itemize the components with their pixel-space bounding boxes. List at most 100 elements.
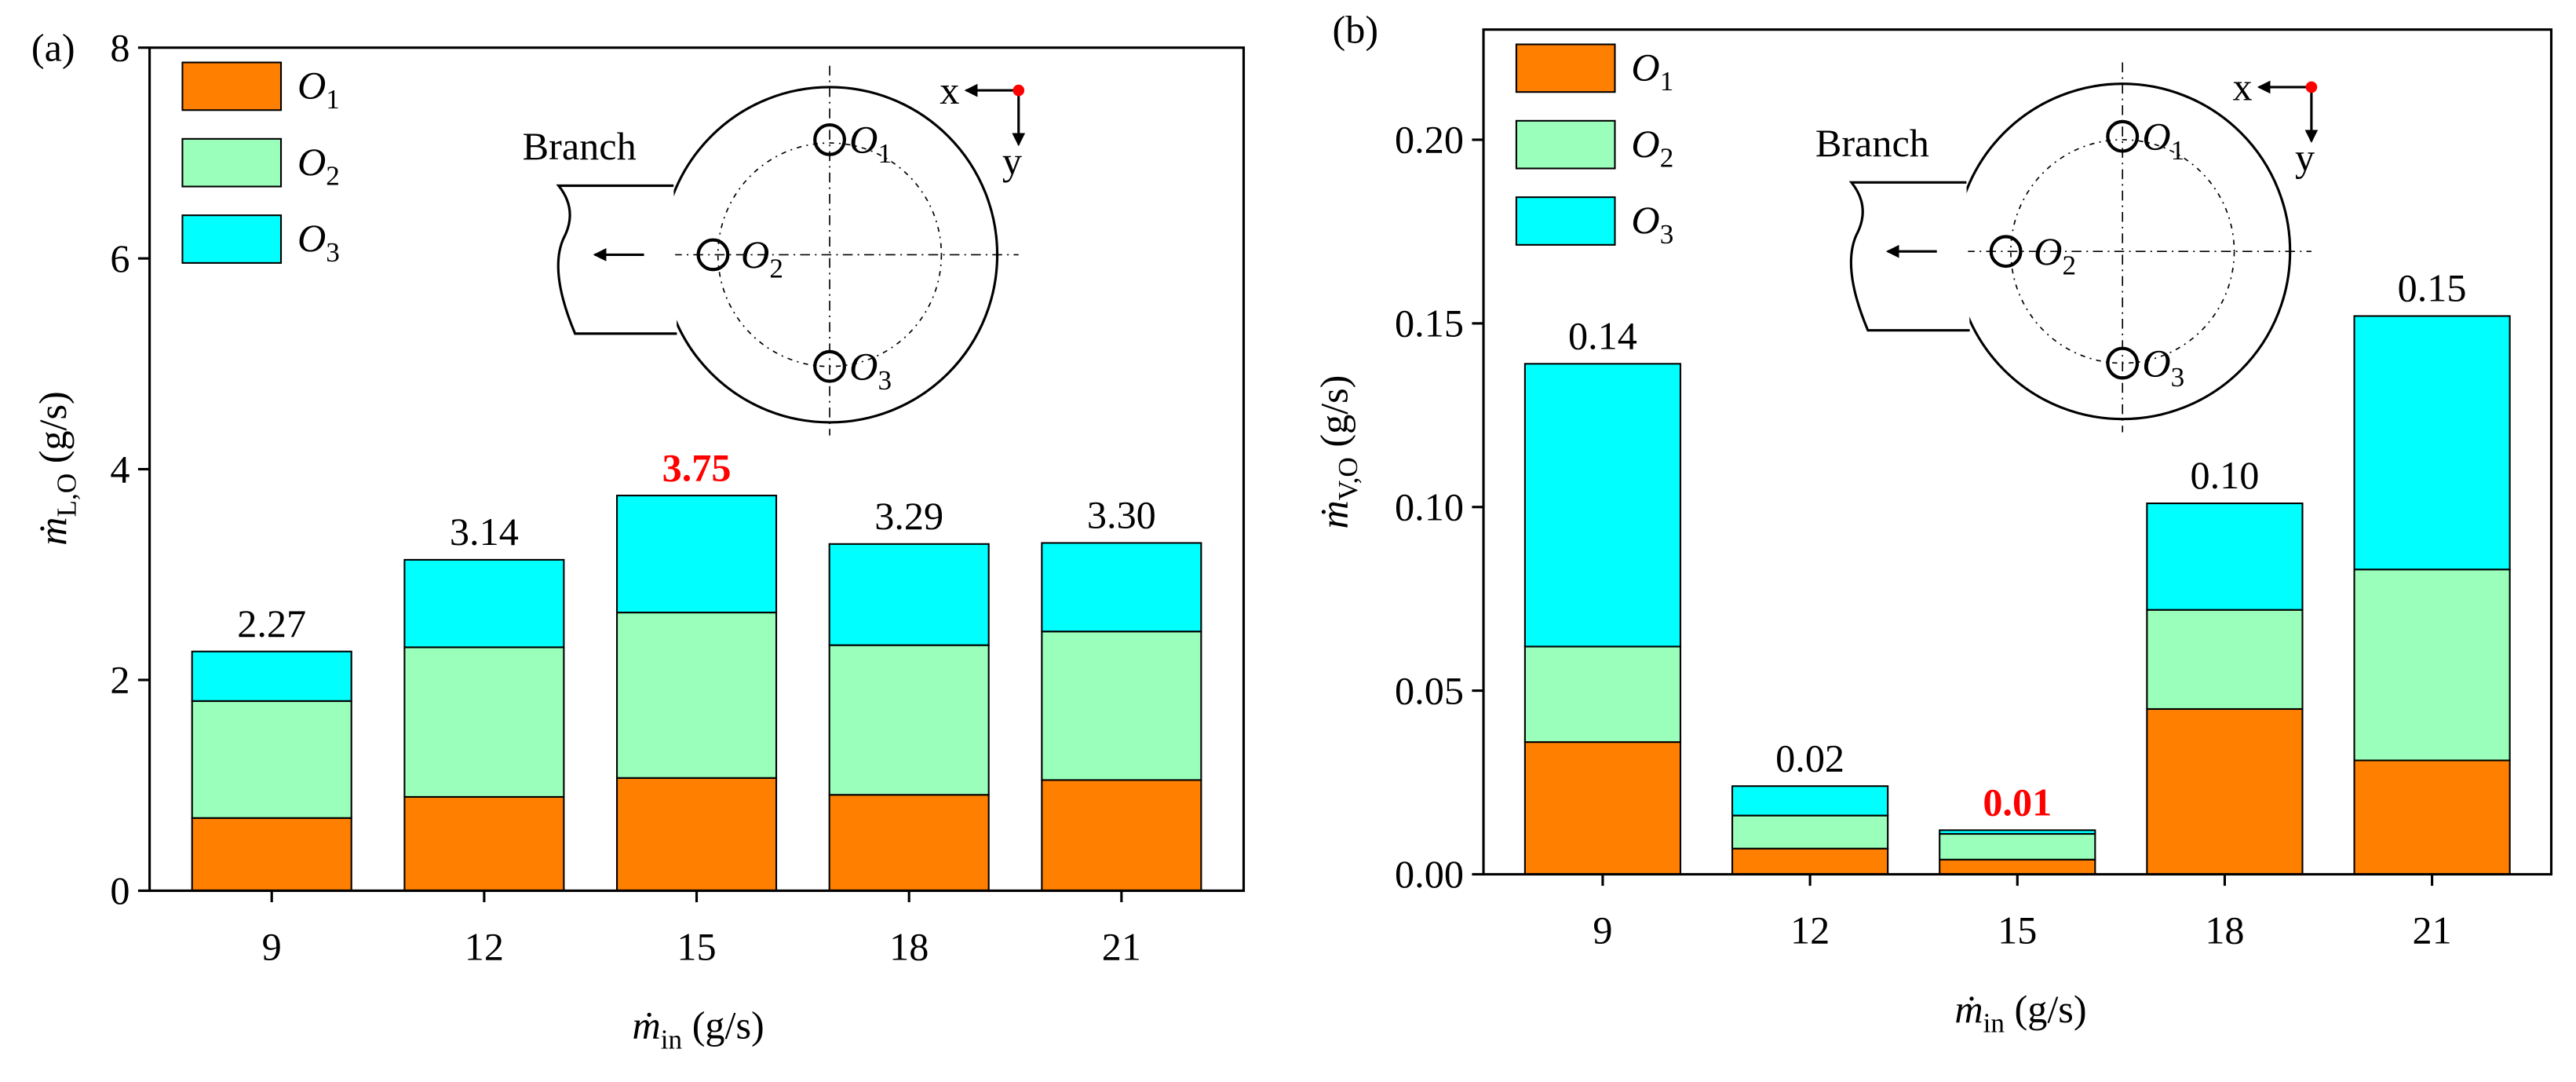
bar-segment bbox=[191, 817, 352, 892]
legend-swatch bbox=[1515, 196, 1616, 246]
bar-segment bbox=[1939, 858, 2096, 875]
bar-segment bbox=[1041, 631, 1202, 781]
bar-segment bbox=[2146, 609, 2304, 711]
bar-segment bbox=[2146, 707, 2304, 875]
axis-label: ṁV,O (g/s) bbox=[1312, 375, 1363, 529]
total-label: 3.14 bbox=[450, 510, 519, 554]
outlet-label: O2 bbox=[2034, 229, 2076, 281]
bar-segment bbox=[828, 644, 990, 796]
x-tick-label: 12 bbox=[465, 924, 504, 968]
bar-segment bbox=[2353, 568, 2511, 762]
bar-segment bbox=[1731, 814, 1889, 850]
y-tick-label: 2 bbox=[110, 658, 130, 702]
y-tick-label: 0.05 bbox=[1395, 668, 1464, 712]
outlet-marker bbox=[696, 238, 730, 272]
bar-segment bbox=[403, 646, 565, 798]
total-label: 0.15 bbox=[2398, 266, 2467, 310]
plot-frame bbox=[148, 46, 1246, 892]
axis-symbol: ṁ bbox=[633, 1003, 661, 1047]
branch-pipe bbox=[1848, 181, 1970, 332]
bar-segment bbox=[191, 700, 352, 819]
coord-y-label: y bbox=[1002, 139, 1022, 183]
inset-diagram: Branch O1 O2 O3 xy bbox=[523, 65, 1026, 436]
x-tick-label: 12 bbox=[1790, 908, 1830, 952]
bar-segment bbox=[828, 543, 990, 646]
bar-segment bbox=[403, 558, 565, 649]
total-label: 0.01 bbox=[1983, 780, 2052, 824]
y-tick-label: 8 bbox=[110, 25, 130, 69]
coord-y-label: y bbox=[2295, 136, 2315, 180]
outlet-marker bbox=[813, 122, 846, 156]
bar-segment bbox=[828, 794, 990, 892]
axis-symbol: ṁ bbox=[31, 517, 75, 545]
bar-segment bbox=[1731, 847, 1889, 875]
x-tick-label: 18 bbox=[889, 924, 929, 968]
legend-label: O2 bbox=[297, 140, 340, 192]
bar-segment bbox=[1731, 785, 1889, 817]
y-tick-label: 0 bbox=[110, 868, 130, 912]
x-tick-label: 18 bbox=[2205, 908, 2244, 952]
legend-label: O3 bbox=[1631, 198, 1673, 250]
bar-segment bbox=[1041, 779, 1202, 892]
axis-symbol: ṁ bbox=[1954, 987, 1983, 1031]
axis-unit: (g/s) bbox=[1312, 375, 1356, 458]
total-label: 3.30 bbox=[1087, 493, 1156, 537]
plot-frame bbox=[1482, 28, 2553, 876]
legend-label: O1 bbox=[297, 64, 340, 115]
axis-unit: (g/s) bbox=[31, 391, 75, 473]
axis-label: ṁin (g/s) bbox=[1954, 987, 2086, 1039]
bar-segment bbox=[615, 612, 778, 779]
x-tick-label: 9 bbox=[262, 924, 282, 968]
bar-segment bbox=[1523, 363, 1682, 648]
axis-unit: (g/s) bbox=[682, 1003, 764, 1047]
bar-segment bbox=[2353, 315, 2511, 571]
legend-label: O1 bbox=[1631, 46, 1673, 97]
bar-segment bbox=[2146, 502, 2304, 611]
x-tick-label: 15 bbox=[677, 924, 716, 968]
x-tick-label: 15 bbox=[1998, 908, 2037, 952]
axis-unit: (g/s) bbox=[2005, 987, 2087, 1031]
total-label: 0.02 bbox=[1775, 736, 1844, 780]
legend-swatch bbox=[1515, 43, 1616, 93]
bar-segment bbox=[403, 795, 565, 892]
total-label: 0.14 bbox=[1568, 313, 1637, 357]
legend-swatch bbox=[181, 214, 283, 264]
total-label: 2.27 bbox=[237, 601, 306, 645]
y-tick-label: 4 bbox=[110, 447, 130, 491]
panel-label: (a) bbox=[31, 25, 75, 69]
x-tick-label: 21 bbox=[1102, 924, 1141, 968]
total-label: 3.75 bbox=[662, 445, 732, 489]
outlet-label: O1 bbox=[2142, 114, 2184, 166]
y-tick-label: 0.10 bbox=[1395, 484, 1464, 528]
outlet-marker bbox=[813, 349, 846, 383]
coord-x-label: x bbox=[940, 68, 959, 112]
bar-segment bbox=[1939, 829, 2096, 835]
bar-segment bbox=[615, 777, 778, 892]
y-tick-label: 0.15 bbox=[1395, 302, 1464, 345]
x-tick-label: 21 bbox=[2412, 908, 2451, 952]
branch-label: Branch bbox=[1815, 121, 1929, 165]
outlet-label: O1 bbox=[849, 118, 892, 170]
outlet-label: O3 bbox=[2142, 341, 2184, 393]
bar-segment bbox=[191, 650, 352, 702]
y-tick-label: 6 bbox=[110, 236, 130, 280]
x-tick-label: 9 bbox=[1593, 908, 1612, 952]
legend-label: O3 bbox=[297, 216, 340, 268]
bar-segment bbox=[615, 495, 778, 614]
outlet-marker bbox=[2106, 119, 2140, 153]
bar-segment bbox=[1523, 741, 1682, 875]
legend-label: O2 bbox=[1631, 122, 1673, 174]
coord-x-label: x bbox=[2232, 65, 2252, 109]
legend-swatch bbox=[181, 61, 283, 111]
bar-segment bbox=[1041, 542, 1202, 633]
bar-segment bbox=[1523, 645, 1682, 744]
axis-subscript: in bbox=[661, 1024, 683, 1055]
axis-subscript: V,O bbox=[1333, 457, 1363, 500]
bar-segment bbox=[2353, 759, 2511, 875]
axis-label: ṁin (g/s) bbox=[633, 1003, 764, 1055]
coord-origin bbox=[2305, 81, 2318, 93]
bar-segment bbox=[1939, 832, 2096, 861]
outlet-label: O3 bbox=[849, 344, 892, 396]
